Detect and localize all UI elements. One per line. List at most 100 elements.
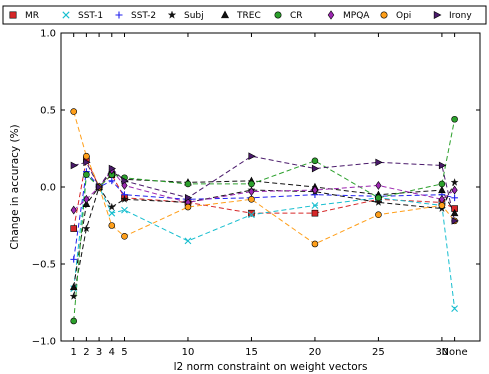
data-point-opi bbox=[248, 196, 255, 203]
x-tick-label: 1 bbox=[71, 347, 77, 358]
data-point-irony bbox=[311, 164, 320, 173]
data-point-cr bbox=[248, 180, 255, 188]
data-point-subj bbox=[69, 292, 78, 300]
data-point-cr bbox=[184, 180, 192, 188]
x-tick-label: 4 bbox=[109, 347, 115, 358]
data-point-irony bbox=[70, 161, 78, 170]
data-point-mpqa bbox=[83, 194, 90, 204]
x-tick-label: 30 bbox=[436, 347, 449, 358]
series-points-trec bbox=[69, 167, 459, 291]
data-point-mpqa bbox=[311, 185, 319, 195]
x-tick-label: 15 bbox=[245, 347, 258, 358]
series-line-sst-2 bbox=[73, 170, 455, 260]
data-point-trec bbox=[450, 208, 459, 217]
legend-marker-cr bbox=[274, 11, 282, 19]
data-point-cr bbox=[70, 317, 77, 325]
data-point-sst-1 bbox=[311, 202, 319, 209]
data-point-cr bbox=[375, 194, 382, 202]
data-point-sst-2 bbox=[70, 256, 77, 263]
series-markers bbox=[69, 108, 459, 325]
data-point-trec bbox=[438, 185, 446, 194]
data-point-sst-1 bbox=[248, 211, 255, 219]
y-tick-label: −1.0 bbox=[32, 337, 56, 348]
series-points-mpqa bbox=[70, 165, 458, 215]
data-point-irony bbox=[451, 217, 459, 225]
x-axis-label: l2 norm constraint on weight vectors bbox=[174, 361, 368, 373]
data-point-irony bbox=[438, 161, 447, 170]
legend-label-trec: TREC bbox=[236, 11, 261, 21]
y-tick-label: −0.5 bbox=[32, 260, 56, 271]
data-point-subj bbox=[120, 195, 129, 203]
data-point-mr bbox=[311, 209, 319, 217]
data-point-subj bbox=[450, 178, 459, 186]
legend-item-subj: Subj bbox=[167, 10, 204, 21]
data-point-irony bbox=[375, 158, 383, 167]
data-point-mpqa bbox=[70, 205, 77, 215]
x-tick-label: 5 bbox=[121, 347, 127, 358]
legend-label-sst-2: SST-2 bbox=[131, 11, 156, 21]
data-point-mr bbox=[248, 209, 255, 217]
series-line-cr bbox=[73, 119, 456, 322]
x-tick-label: 2 bbox=[83, 347, 89, 358]
series-lines bbox=[73, 111, 456, 322]
legend-marker-opi bbox=[380, 11, 388, 19]
legend-marker-subj bbox=[167, 10, 177, 19]
series-points-mr bbox=[70, 155, 458, 232]
data-point-opi bbox=[375, 211, 382, 219]
data-point-sst-1 bbox=[108, 209, 116, 217]
legend-item-sst-2: SST-2 bbox=[115, 11, 156, 21]
data-point-mpqa bbox=[375, 181, 382, 190]
series-line-opi bbox=[73, 111, 455, 245]
data-point-irony bbox=[96, 183, 104, 191]
series-line-irony bbox=[73, 155, 456, 221]
series-points-cr bbox=[70, 115, 458, 325]
series-points-opi bbox=[70, 108, 458, 248]
data-point-mr bbox=[70, 225, 77, 232]
legend-item-mr: MR bbox=[9, 11, 39, 21]
data-point-opi bbox=[108, 222, 116, 229]
data-point-opi bbox=[438, 202, 446, 209]
data-point-mpqa bbox=[121, 181, 128, 190]
legend-item-opi: Opi bbox=[380, 11, 411, 21]
y-tick-label: 0.0 bbox=[40, 183, 56, 194]
legend-marker-irony bbox=[433, 10, 442, 20]
data-point-opi bbox=[121, 232, 128, 240]
legend-label-mpqa: MPQA bbox=[343, 11, 370, 21]
legend-item-sst-1: SST-1 bbox=[62, 11, 103, 21]
legend-item-trec: TREC bbox=[220, 10, 261, 21]
legend-box bbox=[2, 5, 487, 25]
x-tick-label: 10 bbox=[182, 347, 195, 358]
data-point-mpqa bbox=[248, 187, 255, 197]
x-tick-label: None bbox=[442, 347, 468, 358]
series-points-irony bbox=[70, 152, 459, 225]
data-point-sst-1 bbox=[184, 237, 192, 245]
legend-marker-sst-1 bbox=[62, 11, 70, 19]
data-point-irony bbox=[248, 152, 256, 160]
legend-item-cr: CR bbox=[274, 11, 303, 21]
legend-marker-sst-2 bbox=[115, 11, 123, 19]
data-point-opi bbox=[311, 240, 319, 248]
x-tick-label: 3 bbox=[96, 347, 102, 358]
series-line-trec bbox=[73, 170, 456, 288]
legend-label-opi: Opi bbox=[396, 11, 411, 21]
data-point-opi bbox=[70, 108, 77, 115]
series-line-mpqa bbox=[73, 169, 455, 211]
data-point-cr bbox=[451, 115, 458, 123]
data-point-irony bbox=[83, 158, 91, 167]
legend: MR SST-1 SST-2 Subj TREC CR MPQA Opi Irony bbox=[2, 5, 487, 25]
data-point-cr bbox=[438, 180, 446, 188]
data-point-subj bbox=[374, 198, 383, 206]
legend-marker-trec bbox=[220, 10, 230, 19]
data-point-opi bbox=[184, 203, 192, 211]
legend-marker-mpqa bbox=[327, 10, 335, 20]
series-line-subj bbox=[73, 182, 456, 297]
data-point-sst-2 bbox=[108, 177, 116, 185]
y-axis-label: Change in accuracy (%) bbox=[9, 124, 21, 249]
data-point-sst-1 bbox=[121, 206, 128, 214]
y-tick-label: 1.0 bbox=[40, 29, 56, 40]
data-point-irony bbox=[108, 164, 117, 173]
data-point-cr bbox=[83, 171, 90, 178]
legend-label-cr: CR bbox=[290, 11, 303, 21]
data-point-trec bbox=[69, 282, 78, 291]
